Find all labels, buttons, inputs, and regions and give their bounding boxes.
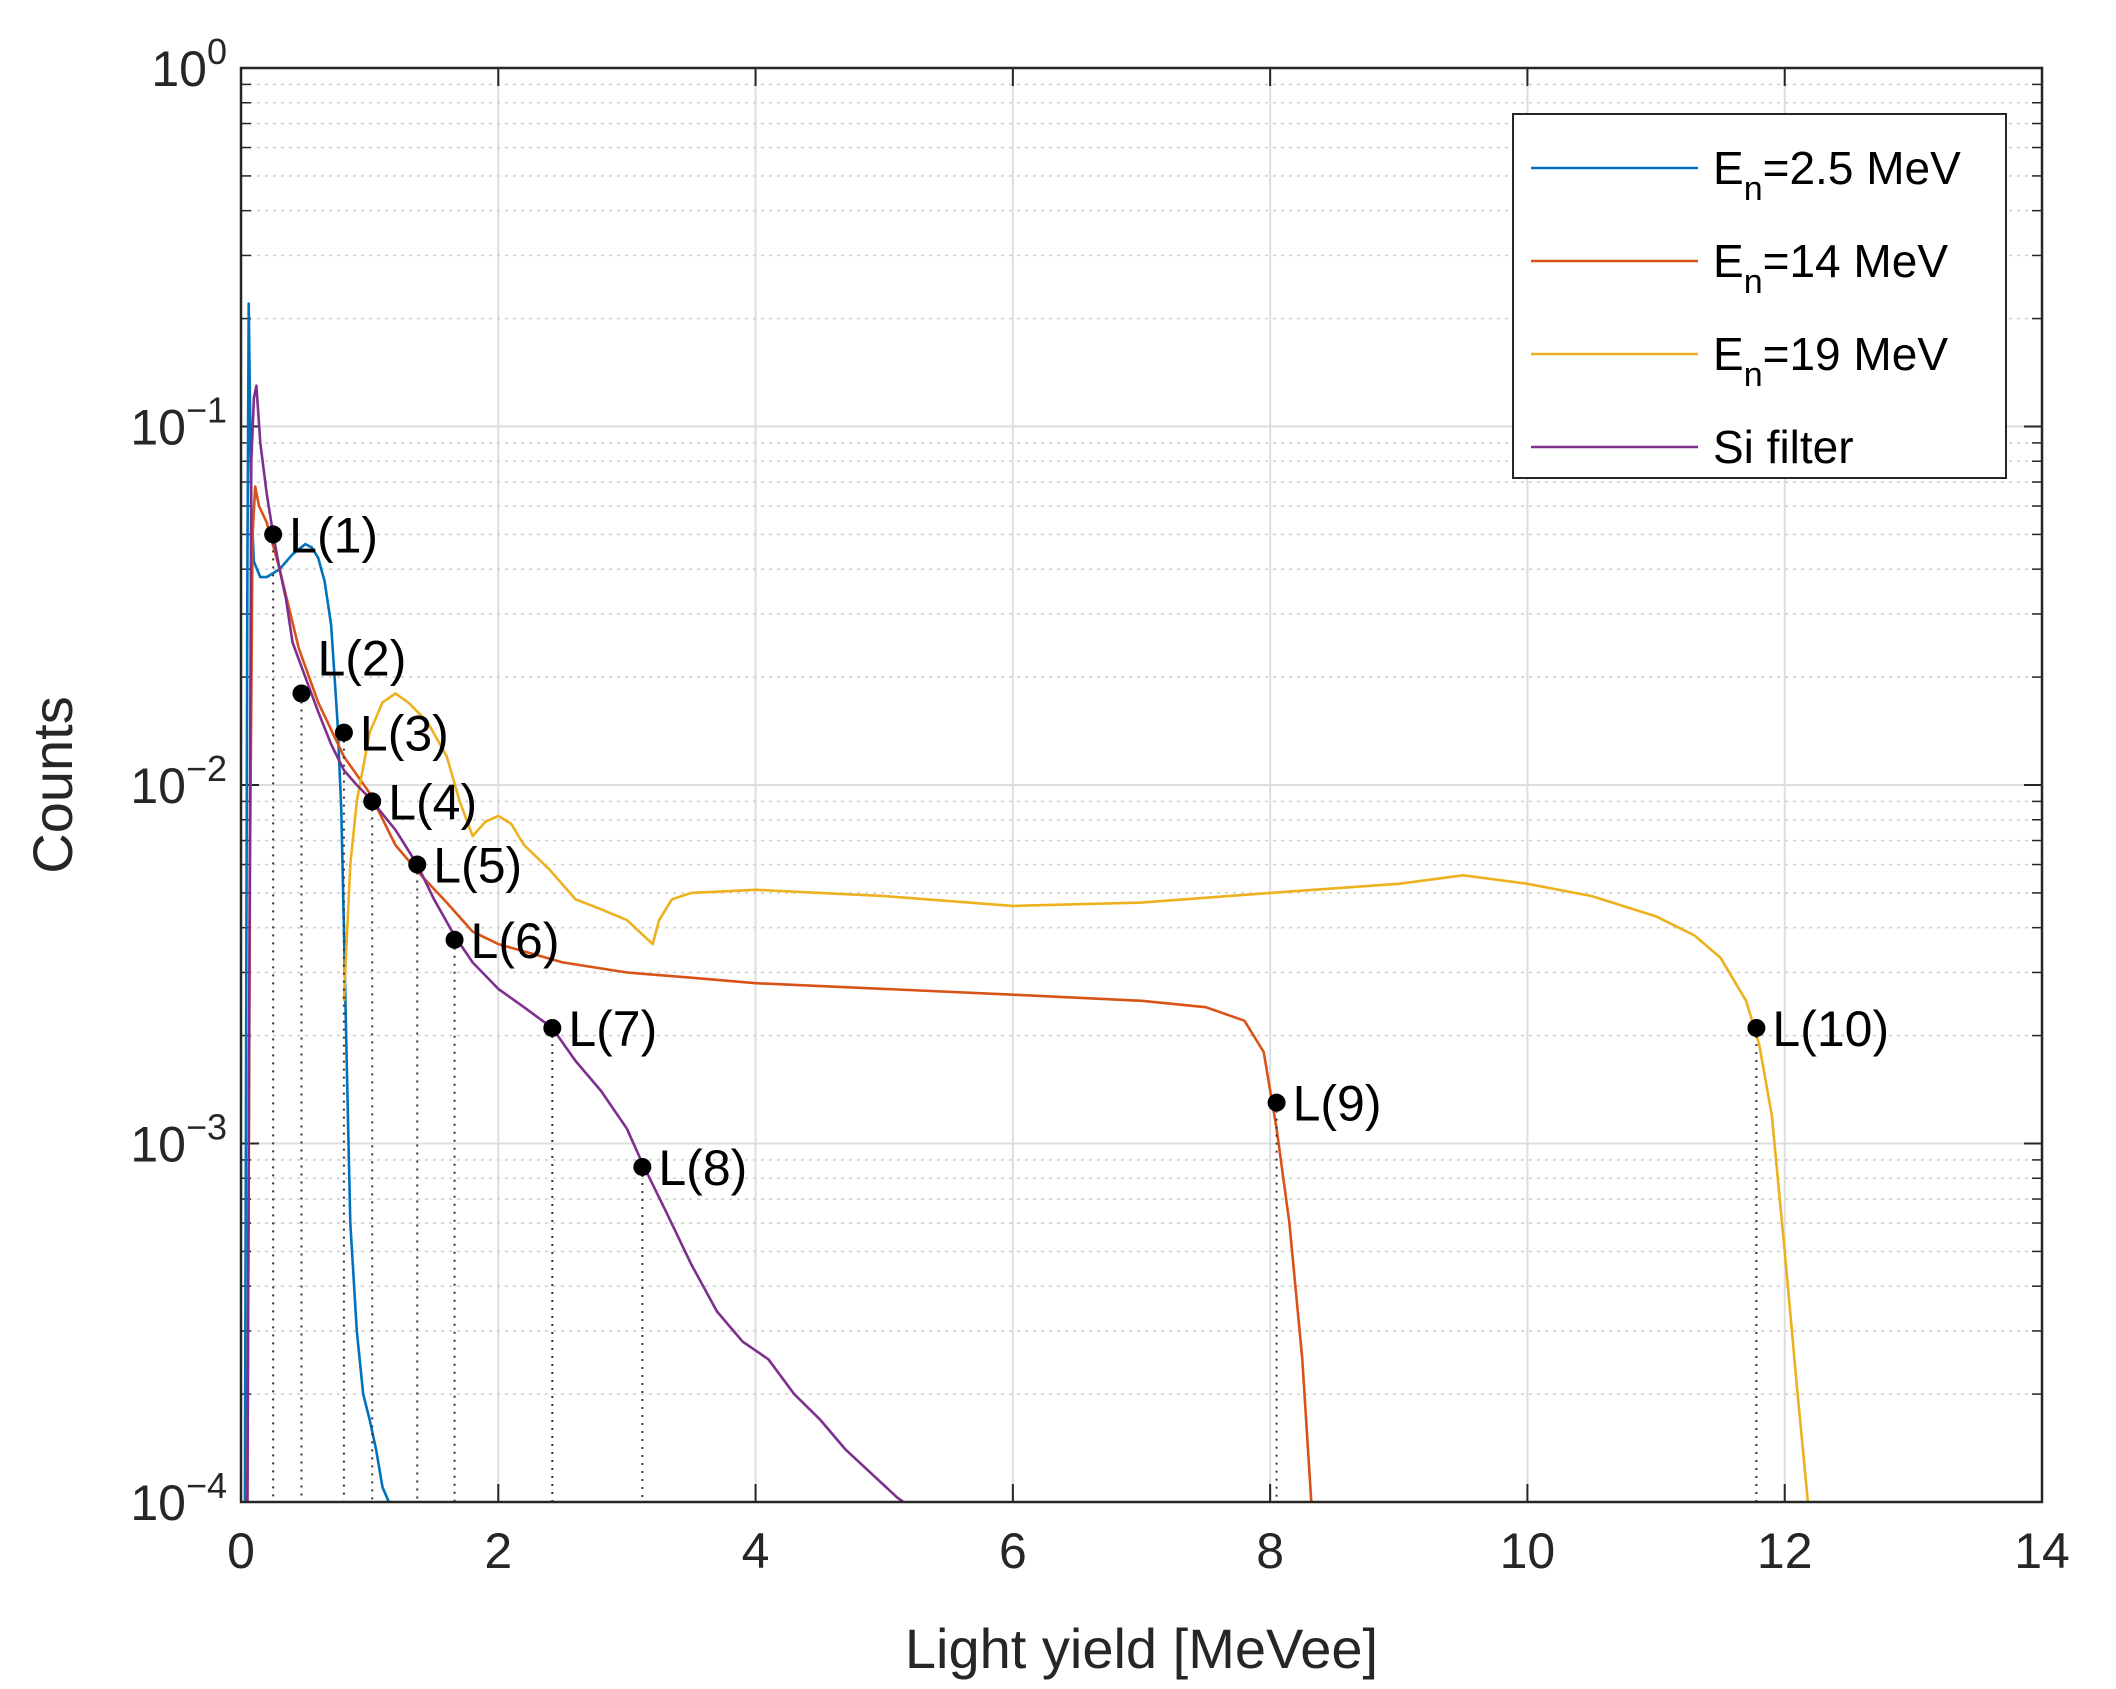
- series-layer: [243, 302, 1810, 1504]
- legend-label: En=19 MeV: [1713, 328, 1948, 394]
- drop-lines: [272, 534, 1758, 1502]
- annotations: L(1) L(2) L(3) L(4) L(5) L(6)L(7) L(8) L(9) L(10…: [264, 507, 1889, 1196]
- series-line-2-5-mev: [243, 302, 391, 1503]
- annotation-label: L(3): [360, 706, 449, 762]
- x-tick-label: 2: [484, 1523, 512, 1579]
- plot-frame: [239, 66, 2044, 1504]
- y-tick-label: 10−3: [130, 1107, 227, 1173]
- y-tick-label: 10−1: [130, 390, 227, 456]
- y-tick-label: 10−4: [130, 1465, 227, 1531]
- x-tick-label: 12: [1757, 1523, 1813, 1579]
- annotation-marker: [1267, 1093, 1286, 1112]
- tick-labels: 0 2 4 6 8 10 12 14 10−4 10−3 10−2 10−1 100: [130, 31, 2069, 1579]
- legend-box: [1512, 113, 2007, 479]
- annotation-marker: [292, 684, 311, 703]
- annotation-marker: [334, 723, 353, 742]
- x-tick-label: 6: [999, 1523, 1027, 1579]
- x-tick-label: 10: [1500, 1523, 1556, 1579]
- annotation-label: L(6): [471, 913, 560, 969]
- annotation-marker: [543, 1018, 562, 1037]
- annotation-label: L(1): [289, 507, 378, 563]
- annotation-label: L(7): [568, 1001, 657, 1057]
- annotation-label: L(5): [433, 838, 522, 894]
- series-line-14-mev: [246, 485, 1313, 1503]
- legend-label: En=2.5 MeV: [1713, 142, 1961, 208]
- annotation-marker: [264, 525, 283, 544]
- series-line-19-mev: [342, 692, 1810, 1503]
- annotation-marker: [633, 1157, 652, 1176]
- y-tick-label: 10−2: [130, 748, 227, 814]
- annotation-label: L(2): [317, 630, 406, 686]
- x-tick-label: 0: [227, 1523, 255, 1579]
- annotation-marker: [408, 855, 427, 874]
- annotation-label: L(10): [1772, 1001, 1889, 1057]
- x-tick-label: 14: [2014, 1523, 2070, 1579]
- annotation-marker: [445, 930, 464, 949]
- x-tick-label: 8: [1256, 1523, 1284, 1579]
- y-tick-label: 100: [151, 31, 227, 97]
- legend: En=2.5 MeV En=14 MeV En=19 MeV Si filter: [1512, 113, 2007, 479]
- annotation-label: L(9): [1293, 1076, 1382, 1132]
- annotation-marker: [1747, 1018, 1766, 1037]
- annotation-marker: [363, 792, 382, 811]
- annotation-label: L(4): [388, 774, 477, 830]
- annotation-label: L(8): [658, 1140, 747, 1196]
- legend-label: Si filter: [1713, 421, 1854, 473]
- x-axis-title: Light yield [MeVee]: [905, 1617, 1378, 1680]
- x-tick-label: 4: [742, 1523, 770, 1579]
- legend-label: En=14 MeV: [1713, 235, 1948, 301]
- y-axis-title: Counts: [21, 696, 84, 873]
